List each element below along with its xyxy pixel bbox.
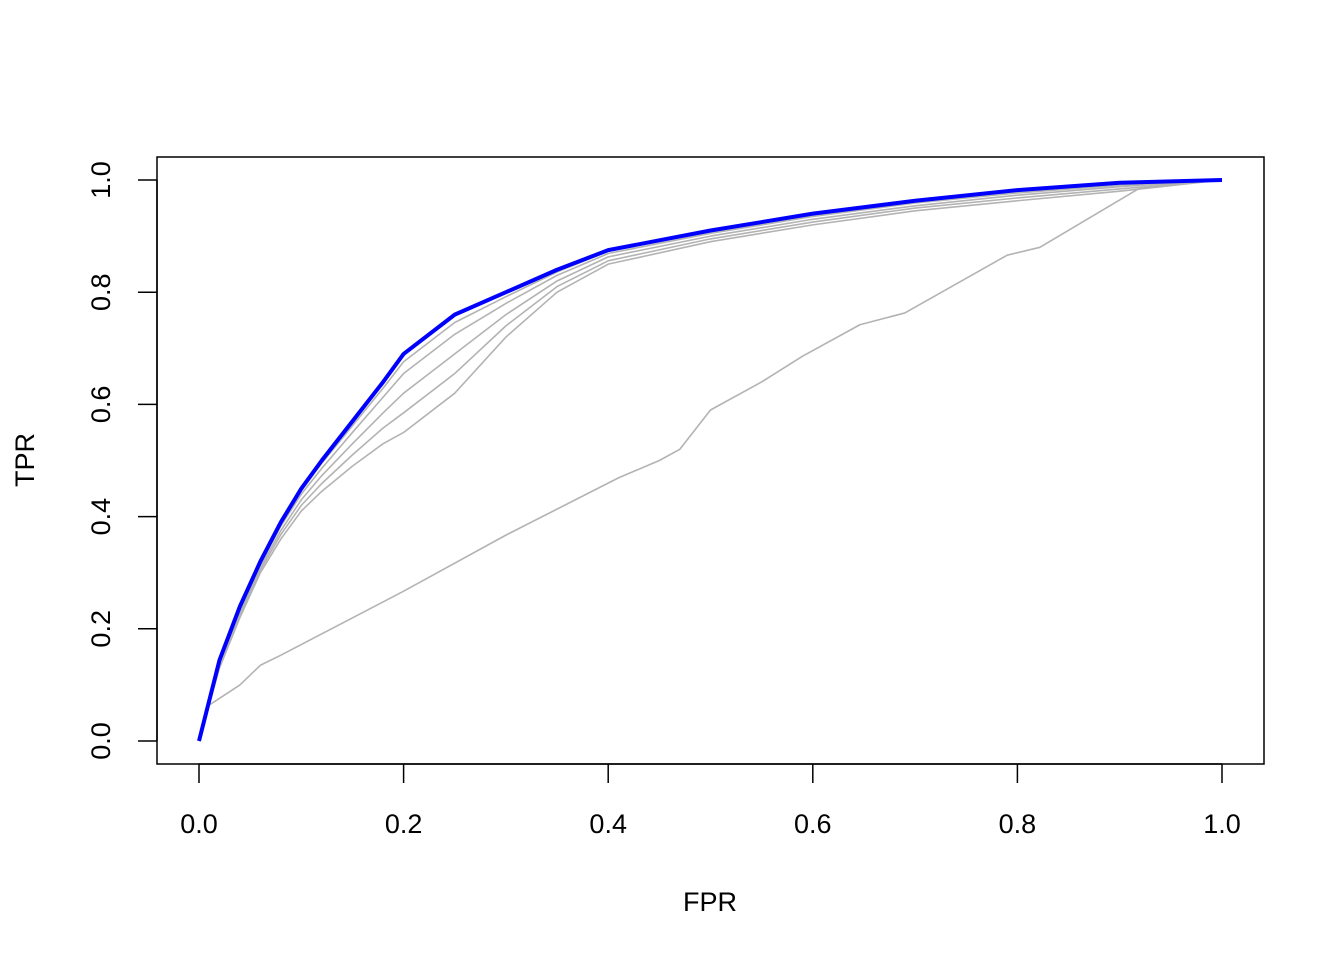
curves — [197, 178, 1223, 742]
y-axis-label: TPR — [10, 433, 40, 487]
x-tick-label: 0.4 — [589, 809, 627, 839]
roc-curve-2 — [198, 179, 1223, 742]
roc-curve-outlier — [198, 179, 1223, 742]
y-tick-label: 0.0 — [86, 722, 116, 760]
roc-curve-0 — [198, 179, 1223, 742]
y-tick-label: 0.4 — [86, 498, 116, 536]
y-tick-label: 0.8 — [86, 273, 116, 311]
y-axis: 0.0 0.2 0.4 0.6 0.8 1.0 — [86, 161, 158, 760]
roc-curve-4 — [198, 179, 1223, 742]
x-tick-label: 0.0 — [180, 809, 218, 839]
x-tick-label: 0.6 — [794, 809, 832, 839]
y-tick-label: 1.0 — [86, 161, 116, 199]
x-tick-label: 0.8 — [999, 809, 1037, 839]
y-tick-label: 0.6 — [86, 386, 116, 424]
roc-curve-highlight — [197, 178, 1223, 742]
x-axis: 0.0 0.2 0.4 0.6 0.8 1.0 — [180, 763, 1241, 839]
x-axis-label: FPR — [683, 887, 737, 917]
roc-curve-1 — [198, 179, 1223, 742]
roc-curve-3 — [198, 179, 1223, 742]
x-tick-label: 0.2 — [385, 809, 423, 839]
y-tick-label: 0.2 — [86, 610, 116, 648]
x-tick-label: 1.0 — [1203, 809, 1241, 839]
